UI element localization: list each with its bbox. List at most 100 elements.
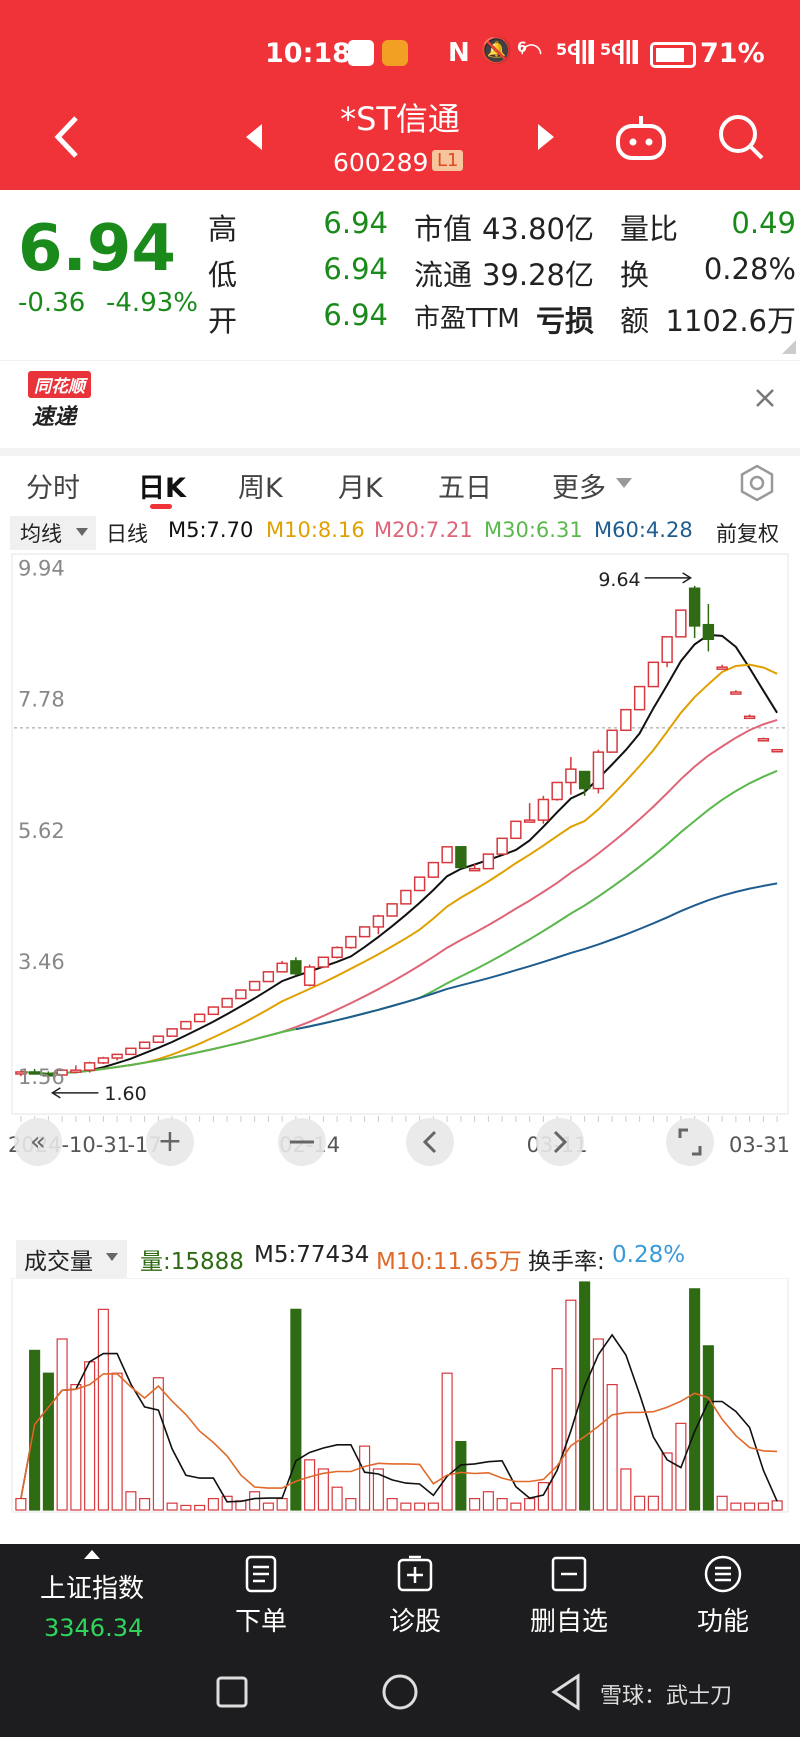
tab-more[interactable]: 更多 xyxy=(552,473,606,504)
stock-code: 600289 xyxy=(333,148,429,177)
high-marker-arrow xyxy=(682,572,693,584)
scroll-left-button[interactable] xyxy=(406,1118,454,1166)
level-badge: L1 xyxy=(432,150,464,171)
order-button[interactable]: 下单 xyxy=(228,1554,294,1638)
candle xyxy=(221,997,233,1008)
tab-monthly-k[interactable]: 月K xyxy=(338,473,383,504)
candle xyxy=(276,960,288,973)
shield-app-icon xyxy=(382,40,408,66)
volume-bar xyxy=(551,1368,563,1511)
scroll-right-button[interactable] xyxy=(536,1118,584,1166)
scroll-left-double-button[interactable] xyxy=(14,1118,62,1166)
settings-hex-icon[interactable] xyxy=(738,464,776,502)
robot-assistant-icon[interactable] xyxy=(614,112,668,162)
diagnose-button[interactable]: 诊股 xyxy=(382,1554,448,1638)
kline-chart[interactable]: 9.947.785.623.461.562024-10-31-1702-1403… xyxy=(0,552,800,1232)
y-tick-label: 5.62 xyxy=(18,819,65,843)
tab-five-day[interactable]: 五日 xyxy=(438,473,492,504)
home-icon[interactable] xyxy=(380,1672,420,1712)
tab-weekly-k[interactable]: 周K xyxy=(238,473,283,504)
volume-bar xyxy=(771,1500,783,1511)
ma-legend: 均线 日线 M5:7.70 M10:8.16 M20:7.21 M30:6.31… xyxy=(0,514,800,552)
volume-bar xyxy=(111,1372,123,1511)
volume-ma5-line xyxy=(20,1333,778,1503)
fullscreen-button[interactable] xyxy=(666,1118,714,1166)
volume-bar xyxy=(194,1504,206,1511)
recent-apps-icon[interactable] xyxy=(214,1674,250,1710)
volume-bar xyxy=(29,1349,41,1511)
candle xyxy=(290,957,302,976)
menu-circle-icon xyxy=(704,1555,742,1593)
back-icon[interactable] xyxy=(48,112,88,162)
candle xyxy=(166,1028,178,1037)
diagnose-label: 诊股 xyxy=(388,1607,441,1637)
header-bar: 10:18 N 🔕 6 ◠ 5G 5G 71% *ST信通 600289 L1 xyxy=(0,0,800,190)
volume-bar xyxy=(152,1377,164,1511)
low-marker-arrow xyxy=(50,1087,61,1099)
candle xyxy=(42,1071,55,1077)
amount-value: 1102.6万 xyxy=(665,304,796,338)
tab-intraday[interactable]: 分时 xyxy=(26,473,80,504)
remove-watchlist-button[interactable]: 删自选 xyxy=(526,1554,612,1638)
ma60-line xyxy=(295,882,778,1031)
volume-bar xyxy=(414,1502,426,1511)
volume-bar xyxy=(592,1338,604,1511)
nav-back-icon[interactable] xyxy=(548,1672,584,1712)
candle xyxy=(15,1070,27,1077)
remove-watchlist-label: 删自选 xyxy=(529,1607,608,1637)
tab-daily-k[interactable]: 日K xyxy=(138,473,186,504)
prev-stock-icon[interactable] xyxy=(242,122,266,152)
candle xyxy=(523,803,536,823)
volume-bar xyxy=(317,1468,329,1511)
candle xyxy=(152,1035,165,1043)
candle xyxy=(331,946,343,959)
adjust-mode[interactable]: 前复权 xyxy=(716,522,779,546)
next-stock-icon[interactable] xyxy=(534,122,558,152)
pe-value: 亏损 xyxy=(535,304,594,338)
volume-bar xyxy=(400,1502,412,1511)
volume-bar xyxy=(125,1491,137,1511)
pe-label: 市盈TTM xyxy=(414,304,520,334)
stock-title: *ST信通 xyxy=(340,100,460,138)
index-name[interactable]: 上证指数 xyxy=(40,1574,145,1604)
y-tick-label: 3.46 xyxy=(18,950,65,974)
function-button[interactable]: 功能 xyxy=(690,1554,756,1638)
amount-label: 额 xyxy=(620,304,650,338)
signal-icon-2 xyxy=(620,40,638,64)
volume-bar xyxy=(235,1500,247,1511)
x-tick-label: 03-31 xyxy=(729,1133,790,1157)
volume-bar xyxy=(180,1504,192,1511)
candle xyxy=(180,1020,192,1030)
close-icon[interactable] xyxy=(754,387,776,409)
candle xyxy=(578,770,591,796)
volume-bar xyxy=(249,1491,261,1511)
candle xyxy=(455,846,467,869)
volume-bar xyxy=(702,1345,714,1511)
volume-bar xyxy=(15,1498,27,1511)
candle xyxy=(743,714,756,720)
candle xyxy=(70,1065,82,1073)
news-strip[interactable]: 同花顺 速递 xyxy=(0,360,800,441)
wifi-icon: ◠ xyxy=(520,38,543,68)
candle xyxy=(771,748,783,753)
candle xyxy=(510,820,522,840)
candle xyxy=(248,980,261,991)
volume-bar xyxy=(620,1468,632,1511)
turnover-value: 0.28% xyxy=(703,252,796,286)
candle xyxy=(647,661,660,688)
candle xyxy=(661,636,673,668)
volume-bar xyxy=(207,1498,219,1511)
index-expand-icon[interactable] xyxy=(84,1550,100,1559)
chevron-left-icon xyxy=(422,1130,437,1154)
m60-legend: M60:4.28 xyxy=(594,518,693,542)
volume-bar xyxy=(276,1498,288,1511)
more-chevron-icon xyxy=(616,478,632,488)
period-tabs: 分时 日K 周K 月K 五日 更多 xyxy=(0,448,800,518)
volume-bar xyxy=(139,1498,151,1511)
expand-corner-icon[interactable] xyxy=(782,340,796,354)
zoom-in-button[interactable] xyxy=(146,1118,194,1166)
quote-panel: 6.94 -0.36 -4.93% 高 6.94 低 6.94 开 6.94 市… xyxy=(0,190,800,360)
taobao-app-icon xyxy=(348,40,374,66)
search-icon[interactable] xyxy=(716,112,766,162)
double-left-icon: « xyxy=(30,1127,46,1157)
